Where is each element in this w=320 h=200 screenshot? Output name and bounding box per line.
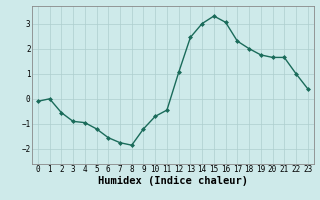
X-axis label: Humidex (Indice chaleur): Humidex (Indice chaleur) (98, 176, 248, 186)
